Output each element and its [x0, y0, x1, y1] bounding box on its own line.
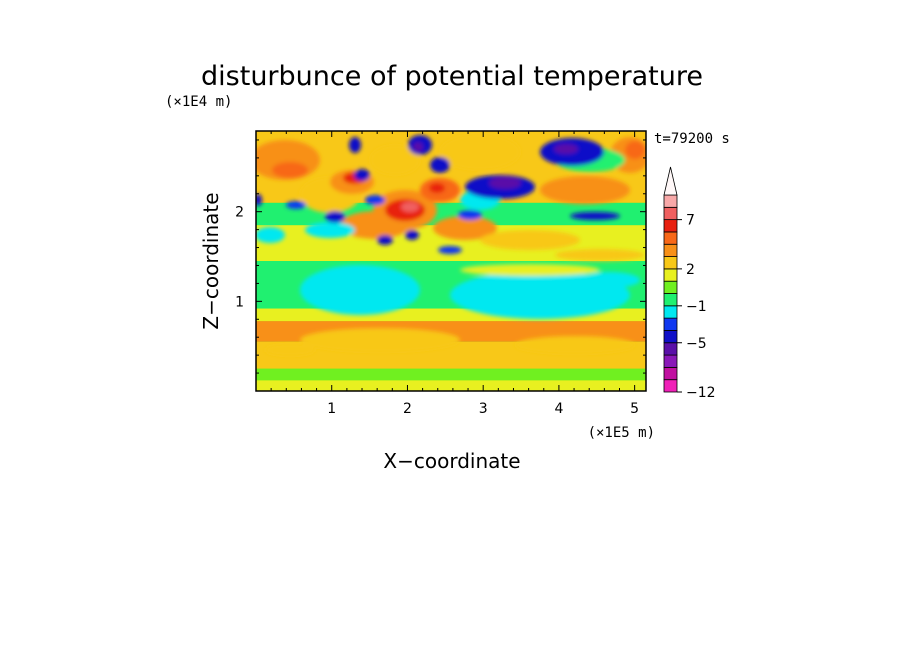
axis-ticks: 1 2 3 4 5 1 2: [235, 131, 646, 417]
warm-band: [460, 264, 600, 276]
cold-cell: [554, 144, 578, 154]
colorbar-swatch: [663, 194, 678, 208]
colorbar-swatch: [663, 305, 678, 319]
colorbar-swatch: [663, 379, 678, 393]
warm-cell: [480, 230, 580, 250]
colorbar-swatch: [663, 243, 678, 257]
cold-cell: [430, 157, 450, 173]
warm-band: [265, 344, 315, 356]
cold-cell: [438, 246, 462, 254]
x-tick-label: 4: [554, 401, 563, 417]
x-tick-label: 5: [630, 401, 639, 417]
colorbar-label: −1: [686, 299, 707, 315]
colorbar-swatch: [663, 268, 678, 282]
colorbar-label: −5: [686, 336, 707, 352]
colorbar-extend-arrow: [663, 166, 678, 196]
x-unit-label: (×1E5 m): [588, 425, 655, 441]
z-unit-label: (×1E4 m): [165, 94, 232, 110]
colorbar-swatch: [663, 256, 678, 270]
y-tick-label: 2: [235, 205, 244, 221]
x-tick-label: 3: [479, 401, 488, 417]
warm-band: [300, 328, 460, 352]
cold-cell: [489, 177, 521, 189]
warm-band: [515, 336, 635, 354]
cold-cell: [325, 211, 345, 223]
cold-cell: [377, 235, 393, 245]
cold-cell: [405, 230, 419, 240]
colorbar-swatch: [663, 219, 678, 233]
colorbar: −12−5−127: [663, 166, 716, 401]
contour-features: [256, 134, 646, 356]
colorbar-swatch: [663, 231, 678, 245]
warm-cell: [370, 145, 420, 175]
y-axis-label: Z−coordinate: [199, 192, 223, 329]
contour-band: [256, 380, 646, 391]
cold-cell: [256, 194, 262, 206]
colorbar-swatch: [663, 330, 678, 344]
colorbar-swatch: [663, 354, 678, 368]
contour-band: [256, 368, 646, 381]
colorbar-swatch: [663, 366, 678, 381]
cyan-region: [580, 272, 640, 288]
contour-field: [256, 131, 646, 391]
cold-cell: [349, 137, 361, 153]
warm-band: [555, 249, 645, 261]
cold-cell: [570, 212, 620, 220]
x-axis-label: X−coordinate: [383, 449, 520, 473]
warm-cell: [429, 183, 445, 193]
cool-cell: [305, 222, 355, 238]
cold-cell: [365, 195, 385, 205]
colorbar-swatch: [663, 342, 678, 356]
colorbar-swatch: [663, 317, 678, 331]
x-tick-label: 2: [403, 401, 412, 417]
cold-cell: [354, 169, 370, 181]
cyan-region: [300, 265, 420, 315]
warm-cell: [440, 134, 520, 170]
warm-cell: [540, 176, 630, 204]
warm-cell: [625, 141, 645, 159]
warm-cell: [433, 216, 497, 240]
colorbar-swatch: [663, 280, 678, 294]
time-label: t=79200 s: [654, 131, 730, 147]
cold-cell: [458, 210, 482, 220]
y-tick-label: 1: [235, 294, 244, 310]
warm-cell: [272, 162, 308, 178]
colorbar-label: −12: [686, 385, 716, 401]
plot-frame: [255, 130, 647, 392]
cold-cell: [413, 142, 423, 152]
cool-cell: [256, 227, 285, 243]
cold-cell: [286, 201, 306, 209]
colorbar-swatch: [663, 293, 678, 307]
warm-cell: [401, 202, 419, 212]
colorbar-label: 2: [686, 262, 695, 278]
chart-title: disturbunce of potential temperature: [201, 61, 703, 92]
x-tick-label: 1: [327, 401, 336, 417]
colorbar-label: 7: [686, 213, 695, 229]
colorbar-swatch: [663, 206, 678, 221]
